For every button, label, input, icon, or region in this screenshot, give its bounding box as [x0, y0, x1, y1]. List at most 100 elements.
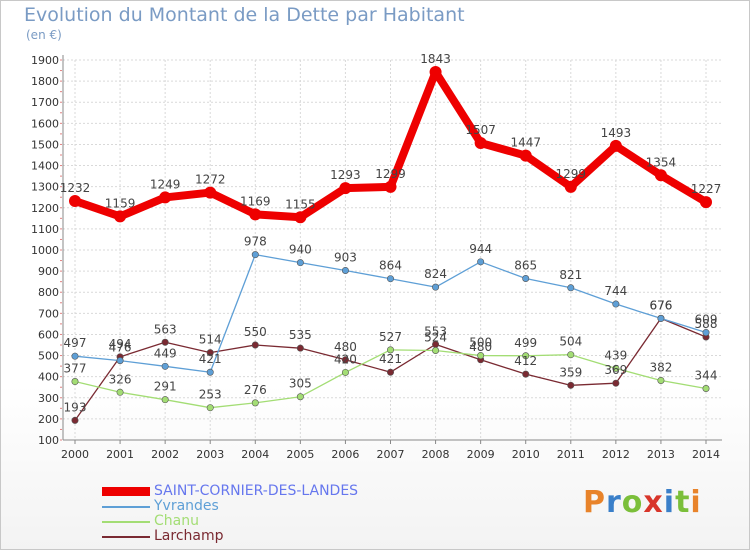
data-point: [159, 191, 172, 204]
data-point: [519, 149, 532, 162]
legend-label-larchamp: Larchamp: [154, 528, 224, 544]
x-tick-label: 2002: [151, 448, 179, 461]
data-label: 480: [334, 340, 357, 354]
data-point: [251, 399, 259, 407]
data-point: [204, 186, 217, 199]
x-tick-label: 2007: [377, 448, 405, 461]
y-tick-label: 200: [38, 413, 59, 426]
data-label: 344: [695, 368, 718, 382]
data-point: [339, 182, 352, 195]
legend-swatch-yvrandes: [102, 506, 150, 508]
data-label: 1232: [60, 181, 91, 195]
data-label: 553: [424, 324, 447, 338]
data-point: [161, 362, 169, 370]
data-label: 412: [514, 354, 537, 368]
data-label: 1354: [646, 155, 677, 169]
data-point: [522, 274, 530, 282]
y-tick-label: 1600: [31, 117, 59, 130]
x-tick-label: 2014: [692, 448, 720, 461]
legend-label-yvrandes: Yvrandes: [154, 498, 219, 514]
data-point: [612, 379, 620, 387]
data-label: 1299: [375, 167, 406, 181]
data-point: [296, 344, 304, 352]
data-label: 497: [64, 336, 87, 350]
data-point: [567, 284, 575, 292]
data-point: [249, 208, 262, 221]
data-point: [161, 396, 169, 404]
data-label: 514: [199, 333, 222, 347]
data-label: 494: [109, 337, 132, 351]
legend-label-chanu: Chanu: [154, 513, 199, 529]
data-point: [386, 275, 394, 283]
x-tick-label: 2013: [647, 448, 675, 461]
data-label: 305: [289, 377, 312, 391]
data-label: 420: [334, 352, 357, 366]
data-label: 676: [649, 298, 672, 312]
x-tick-label: 2004: [241, 448, 269, 461]
data-label: 1272: [195, 173, 226, 187]
logo-letter: x: [643, 485, 664, 520]
data-point: [386, 346, 394, 354]
data-label: 1493: [601, 126, 632, 140]
x-tick-label: 2003: [196, 448, 224, 461]
x-tick-label: 2012: [602, 448, 630, 461]
y-tick-label: 600: [38, 328, 59, 341]
data-label: 369: [604, 363, 627, 377]
data-point: [341, 368, 349, 376]
data-label: 1293: [330, 168, 361, 182]
data-label: 944: [469, 242, 492, 256]
data-point: [71, 416, 79, 424]
data-point: [564, 180, 577, 193]
data-point: [654, 169, 667, 182]
data-point: [567, 351, 575, 359]
legend-swatch-saint-cornier: [102, 487, 150, 496]
y-tick-label: 800: [38, 286, 59, 299]
chart-unit-label: (en €): [26, 28, 62, 42]
data-label: 1169: [240, 194, 271, 208]
chart-title: Evolution du Montant de la Dette par Hab…: [24, 4, 465, 26]
data-label: 864: [379, 259, 402, 273]
y-tick-label: 1400: [31, 160, 59, 173]
data-label: 421: [199, 352, 222, 366]
logo-letter: i: [663, 485, 676, 520]
x-tick-label: 2008: [422, 448, 450, 461]
data-label: 326: [109, 372, 132, 386]
data-point: [206, 349, 214, 357]
data-point: [71, 352, 79, 360]
data-label: 550: [244, 325, 267, 339]
data-label: 499: [514, 336, 537, 350]
data-point: [432, 283, 440, 291]
x-tick-label: 2001: [106, 448, 134, 461]
data-label: 563: [154, 322, 177, 336]
data-point: [612, 364, 620, 372]
logo-letter: o: [621, 485, 644, 520]
data-label: 535: [289, 328, 312, 342]
data-label: 1299: [556, 167, 587, 181]
x-tick-label: 2000: [61, 448, 89, 461]
data-point: [477, 352, 485, 360]
data-point: [567, 381, 575, 389]
data-point: [384, 180, 397, 193]
data-label: 527: [379, 330, 402, 344]
data-label: 865: [514, 259, 537, 273]
data-label: 1249: [150, 177, 181, 191]
data-point: [341, 266, 349, 274]
data-label: 291: [154, 380, 177, 394]
data-point: [161, 338, 169, 346]
y-tick-label: 700: [38, 307, 59, 320]
data-point: [296, 259, 304, 267]
data-label: 500: [469, 336, 492, 350]
data-label: 382: [649, 360, 672, 374]
data-point: [612, 300, 620, 308]
data-label: 1843: [420, 52, 451, 66]
data-point: [341, 356, 349, 364]
data-label: 1159: [105, 196, 136, 210]
data-label: 1227: [691, 182, 722, 196]
legend-swatch-chanu: [102, 521, 150, 523]
data-label: 480: [469, 340, 492, 354]
data-point: [206, 368, 214, 376]
data-point: [386, 368, 394, 376]
data-point: [206, 404, 214, 412]
y-tick-label: 500: [38, 350, 59, 363]
data-point: [609, 139, 622, 152]
